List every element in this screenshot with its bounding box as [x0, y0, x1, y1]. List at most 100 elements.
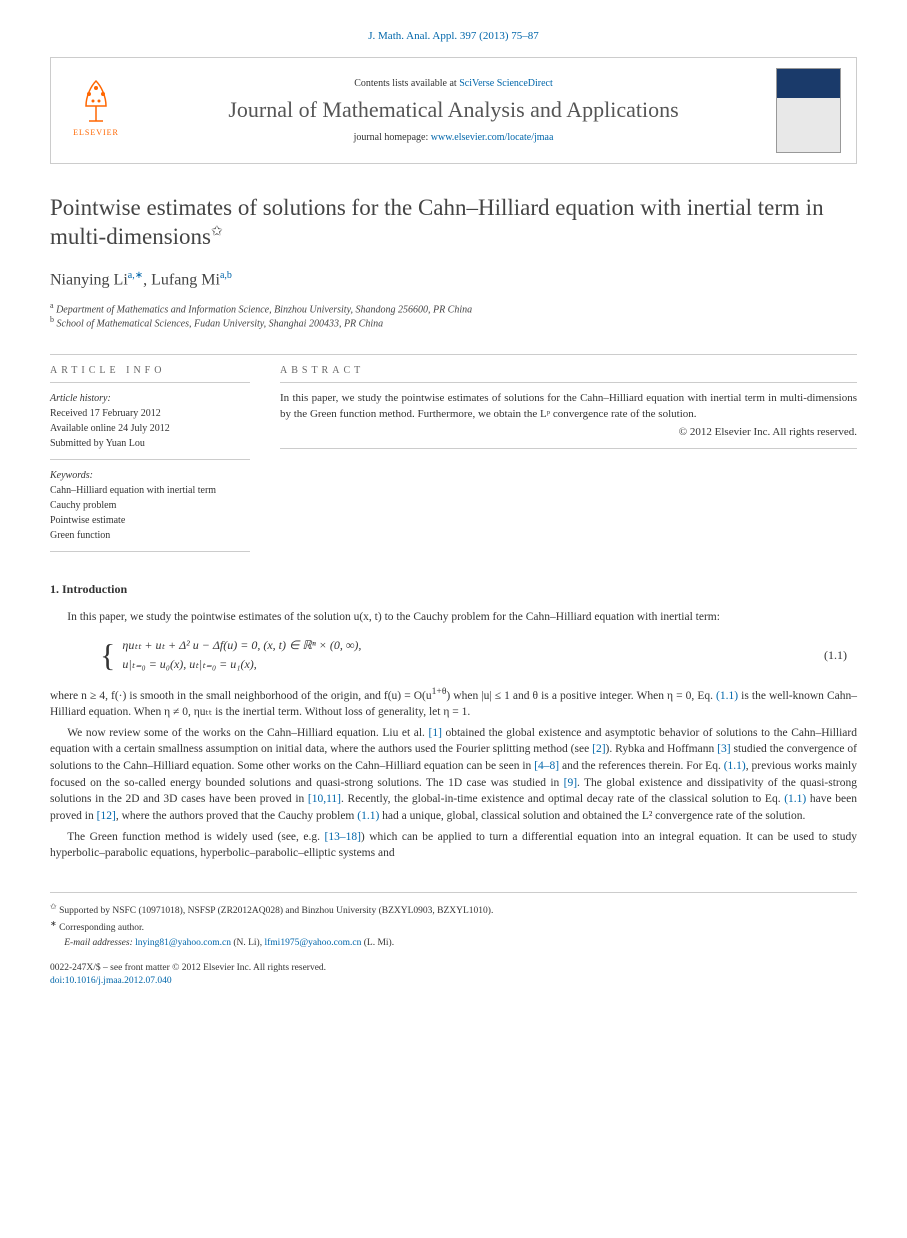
author-1: Nianying Li [50, 271, 128, 288]
footnotes: ✩ Supported by NSFC (10971018), NSFSP (Z… [50, 892, 857, 950]
affil-mark-b: b [50, 315, 54, 324]
keywords-block: Keywords: Cahn–Hilliard equation with in… [50, 460, 250, 552]
p4-a: The Green function method is widely used… [67, 831, 324, 843]
star-marker: ✩ [50, 902, 57, 911]
abstract-text: In this paper, we study the pointwise es… [280, 382, 857, 422]
email-2-who: (L. Mi) [364, 938, 392, 948]
affiliation-b: b School of Mathematical Sciences, Fudan… [50, 315, 857, 329]
ref-13-18[interactable]: [13–18] [325, 831, 361, 843]
abstract-copyright: © 2012 Elsevier Inc. All rights reserved… [280, 426, 857, 438]
info-abstract-row: ARTICLE INFO Article history: Received 1… [50, 365, 857, 552]
citation-header: J. Math. Anal. Appl. 397 (2013) 75–87 [50, 30, 857, 42]
homepage-line: journal homepage: www.elsevier.com/locat… [146, 132, 761, 143]
keywords-heading: Keywords: [50, 468, 250, 483]
p3-a: We now review some of the works on the C… [67, 727, 428, 739]
footer: 0022-247X/$ – see front matter © 2012 El… [50, 962, 857, 989]
equation-lines: ηuₜₜ + uₜ + Δ² u − Δf(u) = 0, (x, t) ∈ ℝ… [122, 636, 361, 674]
p3-j: , where the authors proved that the Cauc… [116, 810, 357, 822]
contents-prefix: Contents lists available at [354, 78, 459, 89]
affil-text-a: Department of Mathematics and Informatio… [56, 304, 472, 315]
abstract-label: ABSTRACT [280, 365, 857, 376]
equation-body: { ηuₜₜ + uₜ + Δ² u − Δf(u) = 0, (x, t) ∈… [100, 636, 824, 674]
journal-cover-thumbnail [776, 68, 841, 153]
history-line-3: Submitted by Yuan Lou [50, 436, 250, 451]
intro-para-4: The Green function method is widely used… [50, 829, 857, 862]
asterisk-marker: ∗ [50, 919, 57, 928]
p2-b: ) when |u| ≤ 1 and θ is a positive integ… [446, 689, 716, 701]
p3-e: and the references therein. For Eq. [559, 760, 724, 772]
authors: Nianying Lia,∗, Lufang Mia,b [50, 270, 857, 289]
divider [50, 354, 857, 355]
intro-para-3: We now review some of the works on the C… [50, 725, 857, 825]
intro-para-2: where n ≥ 4, f(·) is smooth in the small… [50, 685, 857, 721]
homepage-link[interactable]: www.elsevier.com/locate/jmaa [431, 132, 554, 143]
eq-ref-1-1b[interactable]: (1.1) [724, 760, 746, 772]
history-line-2: Available online 24 July 2012 [50, 421, 250, 436]
ref-3[interactable]: [3] [717, 743, 730, 755]
footer-issn: 0022-247X/$ – see front matter © 2012 El… [50, 962, 857, 975]
eq-ref-1-1c[interactable]: (1.1) [784, 793, 806, 805]
elsevier-logo-text: ELSEVIER [73, 128, 119, 137]
history-heading: Article history: [50, 391, 250, 406]
equation-number: (1.1) [824, 648, 857, 663]
keyword-3: Pointwise estimate [50, 513, 250, 528]
sciencedirect-link[interactable]: SciVerse ScienceDirect [459, 78, 553, 89]
elsevier-tree-icon [71, 76, 121, 126]
ref-2[interactable]: [2] [592, 743, 605, 755]
article-title: Pointwise estimates of solutions for the… [50, 194, 857, 252]
footer-doi-line: doi:10.1016/j.jmaa.2012.07.040 [50, 975, 857, 988]
article-info-label: ARTICLE INFO [50, 365, 250, 376]
affiliation-a: a Department of Mathematics and Informat… [50, 301, 857, 315]
banner-center: Contents lists available at SciVerse Sci… [146, 78, 761, 142]
doi-link[interactable]: 10.1016/j.jmaa.2012.07.040 [65, 976, 172, 986]
email-label: E-mail addresses: [64, 938, 133, 948]
contents-line: Contents lists available at SciVerse Sci… [146, 78, 761, 89]
ref-12[interactable]: [12] [97, 810, 116, 822]
affil-mark-a: a [50, 301, 54, 310]
author-2: Lufang Mi [151, 271, 220, 288]
p3-k: had a unique, global, classical solution… [379, 810, 805, 822]
ref-4-8[interactable]: [4–8] [534, 760, 559, 772]
footnote-emails: E-mail addresses: lnying81@yahoo.com.cn … [50, 936, 857, 950]
abstract-bottom-rule [280, 448, 857, 449]
author-1-marks: a,∗ [128, 270, 143, 281]
abstract-column: ABSTRACT In this paper, we study the poi… [280, 365, 857, 552]
equation-1-1: { ηuₜₜ + uₜ + Δ² u − Δf(u) = 0, (x, t) ∈… [100, 636, 857, 674]
elsevier-logo: ELSEVIER [66, 76, 126, 146]
email-1[interactable]: lnying81@yahoo.com.cn [135, 938, 231, 948]
homepage-prefix: journal homepage: [354, 132, 431, 143]
footnote-corr-text: Corresponding author. [59, 924, 144, 934]
section-1-heading: 1. Introduction [50, 582, 857, 597]
left-brace-icon: { [100, 637, 115, 674]
p2-a: where n ≥ 4, f(·) is smooth in the small… [50, 689, 432, 701]
eq-ref-1-1[interactable]: (1.1) [716, 689, 738, 701]
exponent: 1+θ [432, 686, 447, 697]
ref-10-11[interactable]: [10,11] [308, 793, 341, 805]
author-2-marks: a,b [220, 270, 232, 281]
footnote-support-text: Supported by NSFC (10971018), NSFSP (ZR2… [59, 906, 493, 916]
keyword-4: Green function [50, 528, 250, 543]
ref-1[interactable]: [1] [428, 727, 441, 739]
article-info-column: ARTICLE INFO Article history: Received 1… [50, 365, 250, 552]
footnote-support: ✩ Supported by NSFC (10971018), NSFSP (Z… [50, 901, 857, 918]
affil-text-b: School of Mathematical Sciences, Fudan U… [57, 318, 384, 329]
ref-9[interactable]: [9] [564, 777, 577, 789]
email-2[interactable]: lfmi1975@yahoo.com.cn [264, 938, 361, 948]
keyword-1: Cahn–Hilliard equation with inertial ter… [50, 483, 250, 498]
keyword-2: Cauchy problem [50, 498, 250, 513]
doi-label[interactable]: doi: [50, 976, 65, 986]
eq-line-2: u|ₜ₌₀ = u₀(x), uₜ|ₜ₌₀ = u₁(x), [122, 657, 256, 671]
title-footnote-marker: ✩ [211, 224, 223, 239]
history-line-1: Received 17 February 2012 [50, 406, 250, 421]
eq-ref-1-1d[interactable]: (1.1) [357, 810, 379, 822]
p3-c: ). Rybka and Hoffmann [606, 743, 718, 755]
eq-line-1: ηuₜₜ + uₜ + Δ² u − Δf(u) = 0, (x, t) ∈ ℝ… [122, 638, 361, 652]
p3-h: . Recently, the global-in-time existence… [341, 793, 784, 805]
footnote-corresponding: ∗ Corresponding author. [50, 918, 857, 935]
title-text: Pointwise estimates of solutions for the… [50, 195, 824, 249]
history-block: Article history: Received 17 February 20… [50, 382, 250, 460]
email-1-who: (N. Li) [233, 938, 259, 948]
journal-banner: ELSEVIER Contents lists available at Sci… [50, 57, 857, 164]
citation-link[interactable]: J. Math. Anal. Appl. 397 (2013) 75–87 [368, 30, 539, 42]
journal-name: Journal of Mathematical Analysis and App… [146, 97, 761, 123]
